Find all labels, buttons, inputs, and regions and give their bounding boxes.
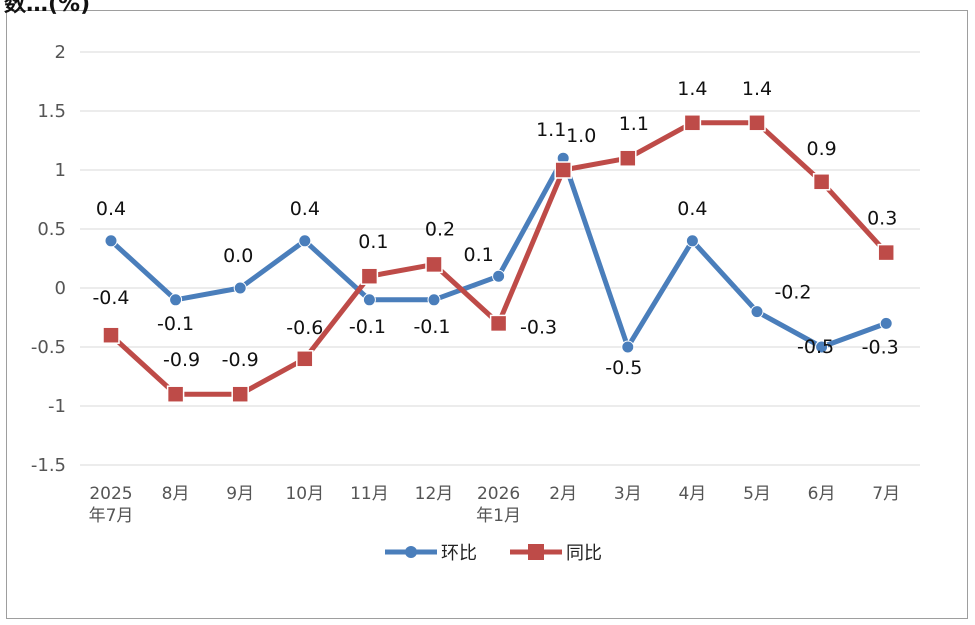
data-label: 1.1: [536, 119, 566, 141]
y-tick-label: -1: [48, 396, 66, 417]
data-point: [362, 293, 376, 307]
data-point: [683, 114, 702, 132]
x-tick-label: 3月: [614, 484, 642, 504]
data-point: [619, 149, 637, 167]
data-label: 0.1: [463, 244, 493, 266]
legend-marker: [528, 544, 544, 560]
data-point: [489, 314, 508, 333]
x-tick-label: 2月: [549, 484, 577, 504]
data-point: [360, 267, 379, 285]
y-tick-label: 0: [55, 278, 66, 299]
data-label: -0.2: [774, 282, 811, 304]
data-point: [231, 385, 249, 403]
x-tick-label: 8月: [162, 484, 190, 504]
data-point: [166, 385, 185, 403]
data-point: [812, 173, 831, 191]
legend[interactable]: 环比 同比: [385, 543, 602, 564]
data-point: [815, 340, 829, 354]
legend-marker: [405, 546, 417, 558]
data-label: -0.1: [157, 313, 194, 335]
x-tick-label: 5月: [743, 484, 771, 504]
data-label: 0.0: [223, 245, 253, 267]
x-tick-label: 10月: [285, 484, 324, 504]
data-label: 0.4: [96, 198, 126, 220]
data-label: 0.3: [867, 208, 897, 230]
data-point: [104, 234, 118, 248]
data-point: [621, 340, 635, 354]
data-label: 1.1: [619, 113, 649, 135]
data-label: -0.1: [349, 316, 386, 338]
grid-lines: [80, 51, 920, 466]
x-tick-label: 4月: [678, 484, 706, 504]
y-tick-label: 2: [55, 42, 66, 63]
data-label: -0.9: [222, 349, 259, 371]
x-tick-label: 9月: [226, 484, 254, 504]
data-label: -0.9: [163, 349, 200, 371]
data-point: [102, 326, 120, 344]
y-tick-label: 1.5: [37, 101, 66, 122]
y-tick-label: 1: [55, 160, 66, 181]
data-point: [879, 316, 893, 330]
data-point: [425, 255, 443, 274]
data-label: 1.0: [566, 125, 596, 147]
series-markers: [102, 114, 895, 403]
data-label: 0.2: [425, 218, 455, 240]
data-point: [169, 293, 183, 307]
data-point: [298, 234, 312, 248]
data-label: 1.4: [677, 78, 707, 100]
legend-label: 环比: [441, 543, 477, 564]
data-point: [233, 281, 247, 295]
data-point: [296, 350, 314, 368]
data-point: [427, 293, 441, 307]
x-tick-label: 12月: [415, 484, 454, 504]
data-point: [748, 114, 766, 132]
data-point: [492, 269, 506, 283]
data-labels: 0.4 -0.1 0.0 0.4 -0.1 -0.1 0.1 1.1 -0.5 0.4 -0.2 -0…: [92, 78, 898, 379]
data-label: 0.1: [358, 231, 388, 253]
x-tick-label: 7月: [872, 484, 900, 504]
x-tick-label: 年1月: [476, 506, 521, 526]
x-tick-label: 年7月: [89, 506, 134, 526]
y-tick-label: -0.5: [31, 337, 66, 358]
data-point: [877, 243, 895, 262]
legend-item[interactable]: 同比: [510, 543, 602, 564]
data-label: -0.1: [413, 316, 450, 338]
legend-label: 同比: [566, 543, 602, 564]
data-label: 1.4: [742, 78, 772, 100]
data-label: -0.5: [797, 336, 834, 358]
data-point: [750, 305, 764, 319]
data-point: [554, 161, 572, 179]
x-tick-label: 2026: [477, 484, 520, 504]
y-axis: 2 1.5 1 0.5 0 -0.5 -1 -1.5: [31, 42, 66, 476]
x-tick-label: 11月: [350, 484, 389, 504]
data-label: -0.6: [286, 317, 323, 339]
data-label: -0.3: [520, 316, 557, 338]
data-label: 0.4: [677, 198, 707, 220]
corner-text: 数…(%): [4, 0, 91, 17]
x-tick-label: 6月: [808, 484, 836, 504]
x-tick-label: 2025: [89, 484, 132, 504]
y-tick-label: -1.5: [31, 455, 66, 476]
data-label: -0.5: [605, 357, 642, 379]
data-point: [685, 234, 699, 248]
y-tick-label: 0.5: [37, 219, 66, 240]
legend-item[interactable]: 环比: [385, 543, 477, 564]
data-label: -0.3: [862, 336, 899, 358]
data-label: -0.4: [92, 287, 129, 309]
data-label: 0.9: [806, 138, 836, 160]
data-label: 0.4: [290, 198, 320, 220]
